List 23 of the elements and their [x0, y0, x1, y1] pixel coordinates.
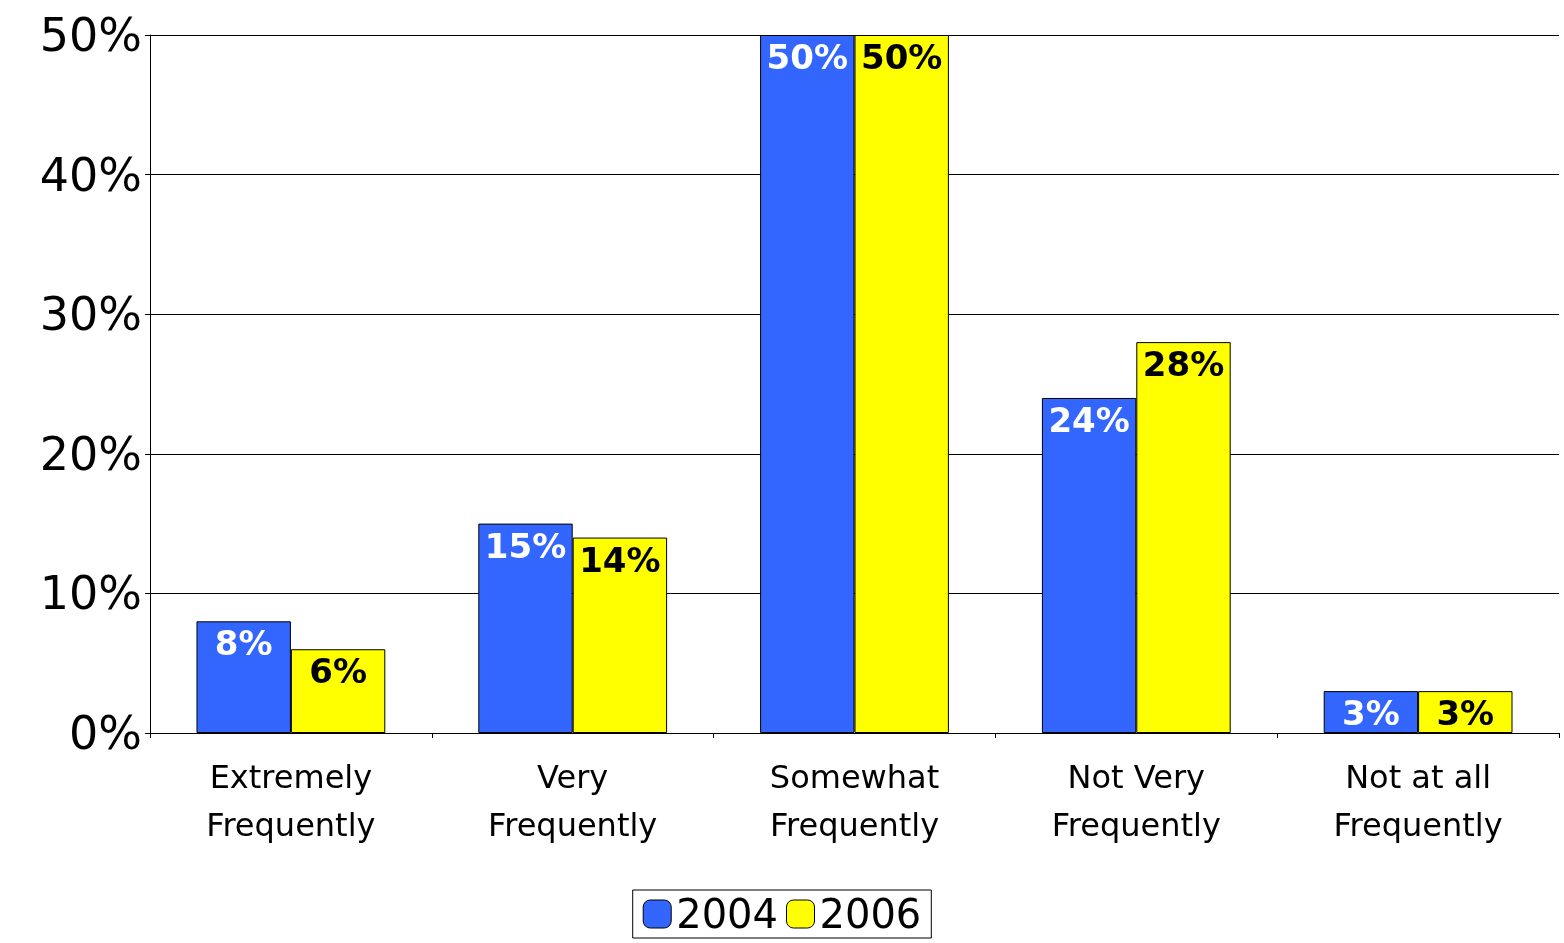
- y-tick-label: 20%: [39, 426, 142, 481]
- x-tick-label: Extremely Frequently: [206, 758, 376, 844]
- x-tick-label: Not Very Frequently: [1051, 758, 1221, 844]
- x-tick-label: Very Frequently: [488, 758, 658, 844]
- y-tick-label: 0%: [69, 706, 142, 760]
- data-label: 50%: [861, 37, 943, 77]
- y-tick-label: 40%: [39, 147, 142, 202]
- legend-label: 2004: [676, 891, 778, 937]
- data-label: 14%: [579, 539, 661, 580]
- data-label: 3%: [1436, 693, 1495, 734]
- data-label: 28%: [1142, 344, 1225, 385]
- data-label: 50%: [766, 37, 848, 77]
- legend-label: 2006: [819, 891, 922, 937]
- data-label: 15%: [484, 525, 567, 566]
- y-tick-label: 30%: [39, 287, 142, 342]
- y-tick-label: 50%: [39, 8, 142, 62]
- data-label: 24%: [1048, 399, 1130, 440]
- x-tick-label: Somewhat Frequently: [769, 758, 940, 844]
- data-label: 6%: [309, 651, 367, 692]
- x-tick-label: Not at all Frequently: [1333, 758, 1503, 844]
- data-label: 3%: [1342, 693, 1400, 734]
- y-tick-label: 10%: [39, 566, 142, 621]
- data-label: 8%: [214, 623, 273, 664]
